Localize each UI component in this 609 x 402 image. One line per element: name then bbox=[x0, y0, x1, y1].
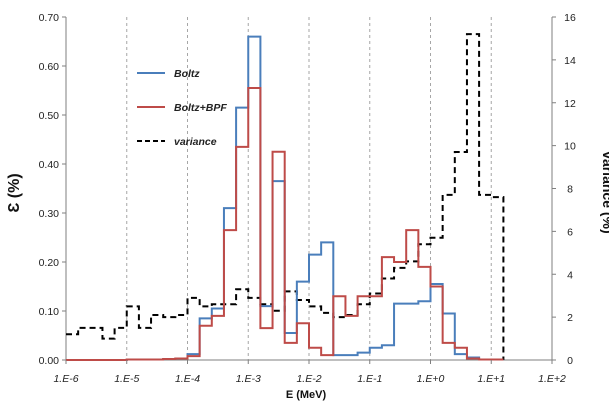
y-tick-label: 0.10 bbox=[39, 306, 60, 318]
y2-tick-label: 12 bbox=[564, 98, 576, 110]
y-tick-label: 0.40 bbox=[39, 159, 60, 171]
x-tick-label: 1.E-5 bbox=[114, 373, 139, 385]
x-axis-title: E (MeV) bbox=[286, 389, 327, 401]
x-tick-label: 1.E-4 bbox=[175, 373, 200, 385]
y2-tick-label: 10 bbox=[564, 141, 576, 153]
legend-label-boltz: Boltz bbox=[174, 68, 200, 80]
y2-tick-label: 8 bbox=[567, 184, 573, 196]
x-tick-label: 1.E+1 bbox=[477, 373, 505, 385]
y-tick-label: 0.30 bbox=[39, 208, 60, 220]
y2-tick-label: 14 bbox=[564, 55, 576, 67]
y2-tick-label: 6 bbox=[567, 226, 573, 238]
y2-tick-label: 2 bbox=[567, 312, 573, 324]
x-tick-label: 1.E+0 bbox=[417, 373, 445, 385]
y-tick-label: 0.20 bbox=[39, 257, 60, 269]
y-axis-title: Ɛ (%) bbox=[6, 173, 23, 212]
y2-tick-label: 16 bbox=[564, 12, 576, 24]
legend-label-boltz-bpf: Boltz+BPF bbox=[174, 102, 227, 114]
legend-label-variance: variance bbox=[174, 136, 217, 148]
right-axis-ticks: 0 2 4 6 8 10 12 14 16 bbox=[552, 12, 576, 367]
legend: Boltz Boltz+BPF variance bbox=[137, 68, 227, 148]
y2-tick-label: 0 bbox=[567, 355, 573, 367]
x-tick-label: 1.E-3 bbox=[236, 373, 261, 385]
y2-axis-title: Variance (%) bbox=[600, 150, 609, 233]
x-tick-label: 1.E-6 bbox=[53, 373, 78, 385]
y-tick-label: 0.70 bbox=[39, 12, 60, 24]
y-tick-label: 0.60 bbox=[39, 61, 60, 73]
x-tick-label: 1.E-1 bbox=[357, 373, 382, 385]
series-boltz-bpf-line bbox=[66, 88, 503, 360]
x-tick-label: 1.E-2 bbox=[296, 373, 321, 385]
x-tick-label: 1.E+2 bbox=[538, 373, 566, 385]
series-layer bbox=[66, 34, 503, 360]
y-tick-label: 0.50 bbox=[39, 110, 60, 122]
y2-tick-label: 4 bbox=[567, 269, 573, 281]
x-axis-ticks: 1.E-6 1.E-5 1.E-4 1.E-3 1.E-2 1.E-1 1.E+0 1.E+1… bbox=[53, 360, 566, 385]
left-axis-ticks: 0.00 0.10 0.20 0.30 0.40 0.50 0.60 0.70 bbox=[39, 12, 66, 367]
y-tick-label: 0.00 bbox=[39, 355, 60, 367]
